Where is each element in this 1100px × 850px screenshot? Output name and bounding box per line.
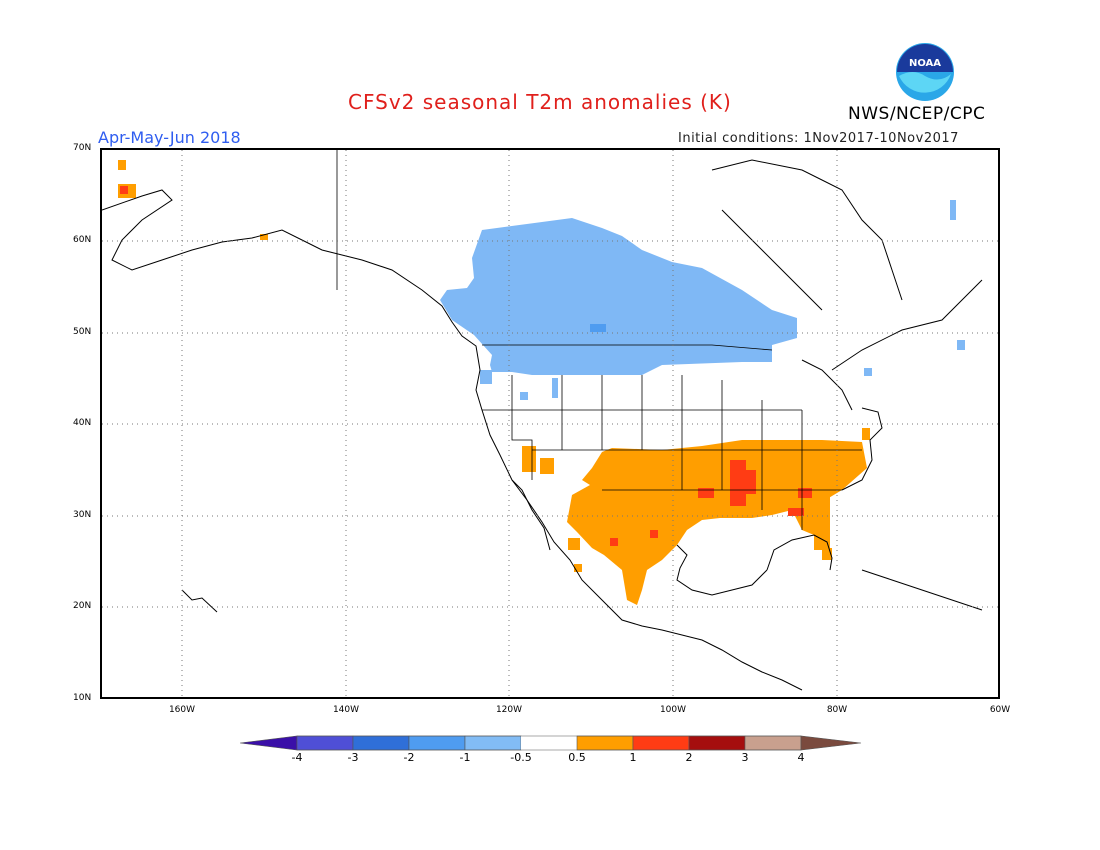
season-label: Apr-May-Jun 2018 (98, 128, 241, 147)
lat-label: 30N (73, 510, 92, 520)
legend-tick: 4 (797, 751, 805, 764)
lat-label: 40N (73, 418, 92, 428)
legend-tick: 2 (685, 751, 693, 764)
coastlines (102, 159, 983, 691)
legend-swatch (464, 735, 522, 751)
lat-label: 50N (73, 327, 92, 337)
legend-tick: 3 (741, 751, 749, 764)
color-bar (240, 735, 862, 751)
agency-label: NWS/NCEP/CPC (848, 104, 986, 124)
warm-anomaly-region (118, 160, 870, 605)
gridlines (102, 150, 998, 697)
lat-label: 70N (73, 143, 92, 153)
lon-label: 160W (168, 705, 196, 715)
strong-warm-cells (120, 186, 812, 546)
lat-label: 60N (73, 235, 92, 245)
legend-swatch (408, 735, 466, 751)
legend-swatch-lt-4 (240, 735, 298, 751)
legend-tick: -1 (459, 751, 471, 764)
map-title: CFSv2 seasonal T2m anomalies (K) (348, 90, 732, 114)
legend-swatch-gt-4 (800, 735, 862, 751)
lon-label: 140W (332, 705, 360, 715)
map-panel (100, 148, 1000, 699)
anomaly-map (102, 150, 998, 697)
legend-swatch (744, 735, 802, 751)
legend-tick: -2 (403, 751, 415, 764)
lon-label: 120W (495, 705, 523, 715)
lon-label: 80W (826, 705, 848, 715)
lon-label: 100W (659, 705, 687, 715)
lon-label: 60W (989, 705, 1011, 715)
legend-tick: 0.5 (568, 751, 586, 764)
legend-tick: -3 (347, 751, 359, 764)
state-borders (336, 150, 862, 530)
legend-tick: -0.5 (510, 751, 532, 764)
initial-conditions-label: Initial conditions: 1Nov2017-10Nov2017 (678, 131, 959, 146)
legend-tick: -4 (291, 751, 303, 764)
lat-label: 10N (73, 693, 92, 703)
legend-swatch (688, 735, 746, 751)
legend-swatch (576, 735, 634, 751)
legend-swatch (296, 735, 354, 751)
logo-text: NOAA (909, 58, 941, 69)
legend-swatch (521, 736, 577, 750)
legend-swatch (352, 735, 410, 751)
cold-anomaly-region (440, 200, 965, 400)
legend-swatch (632, 735, 690, 751)
lat-label: 20N (73, 601, 92, 611)
cold-mid-cell (590, 324, 606, 332)
legend-tick: 1 (629, 751, 637, 764)
noaa-logo: NOAA (896, 43, 954, 101)
